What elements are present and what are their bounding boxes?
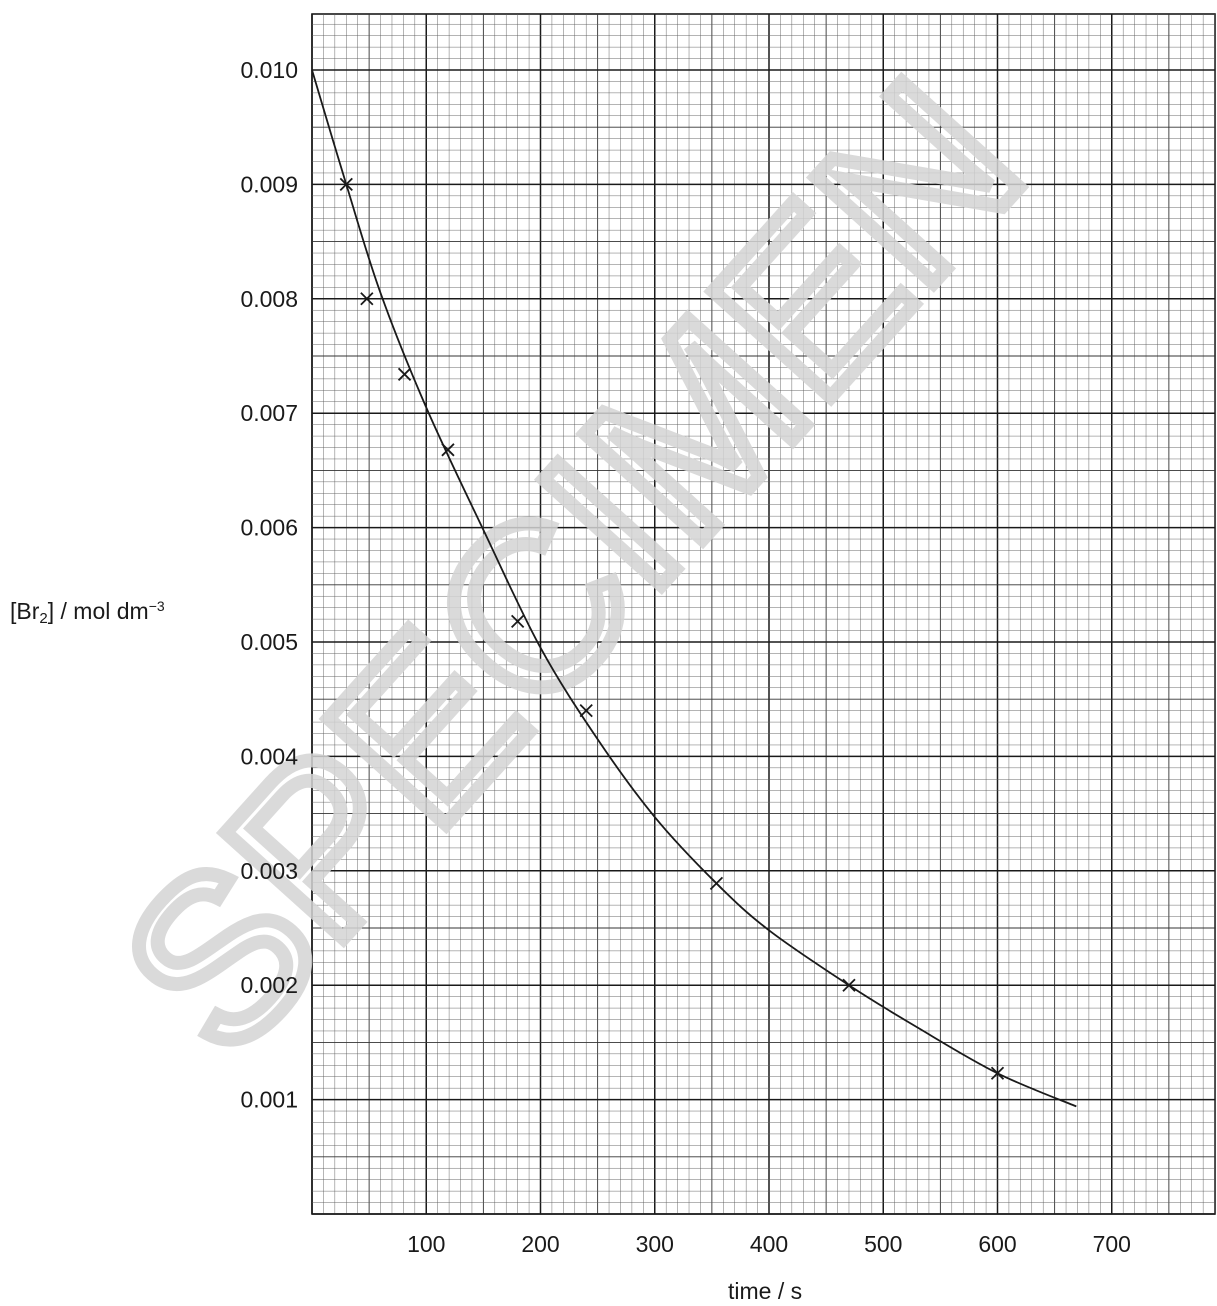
y-tick-label: 0.003 [240, 858, 298, 884]
y-tick-label: 0.007 [240, 400, 298, 426]
data-point [709, 876, 724, 891]
y-axis-label: [Br2] / mol dm−3 [10, 598, 165, 627]
y-tick-label: 0.001 [240, 1087, 298, 1113]
plot-frame [311, 13, 1216, 1215]
data-point [441, 443, 455, 457]
data-point-stroke [511, 614, 525, 629]
data-point [842, 978, 856, 992]
data-point [339, 177, 353, 192]
x-tick-label: 300 [636, 1231, 674, 1257]
y-tick-label: 0.004 [240, 743, 298, 769]
y-tick-label: 0.005 [240, 629, 298, 655]
y-axis-label-superscript: −3 [148, 598, 165, 614]
data-point-stroke [441, 443, 455, 457]
x-tick-label: 400 [750, 1231, 788, 1257]
y-tick-label: 0.002 [240, 972, 298, 998]
data-point-stroke [842, 978, 856, 992]
data-point [397, 367, 412, 381]
x-tick-label: 200 [521, 1231, 559, 1257]
y-tick-labels: 0.001 0.002 0.003 0.004 0.005 0.006 0.007 0.008… [240, 57, 298, 1113]
data-point-stroke [339, 177, 353, 192]
data-point [511, 614, 525, 629]
data-point [360, 292, 374, 306]
y-tick-label: 0.009 [240, 171, 298, 197]
x-tick-label: 100 [407, 1231, 445, 1257]
x-tick-label: 500 [864, 1231, 902, 1257]
data-point-stroke [360, 292, 374, 306]
x-tick-label: 600 [978, 1231, 1016, 1257]
y-axis-label-subscript: 2 [39, 610, 48, 627]
x-axis-label: time / s [728, 1278, 803, 1304]
y-axis-label-unit: ] / mol dm [47, 598, 149, 624]
y-tick-label: 0.010 [240, 57, 298, 83]
y-axis-label-prefix: [Br [10, 598, 40, 624]
data-point-stroke [990, 1066, 1005, 1080]
data-point-stroke [579, 704, 593, 718]
x-tick-labels: 100 200 300 400 500 600 700 [407, 1231, 1131, 1257]
fitted-curve [311, 69, 1077, 1108]
y-tick-label: 0.008 [240, 286, 298, 312]
grid [311, 13, 1216, 1215]
y-tick-label: 0.006 [240, 515, 298, 541]
data-point [579, 704, 593, 718]
x-tick-label: 700 [1093, 1231, 1131, 1257]
curve-line [311, 69, 1077, 1108]
data-points [339, 177, 1005, 1080]
data-point [990, 1066, 1005, 1080]
data-point-stroke [709, 876, 724, 891]
data-point-stroke [397, 367, 412, 381]
